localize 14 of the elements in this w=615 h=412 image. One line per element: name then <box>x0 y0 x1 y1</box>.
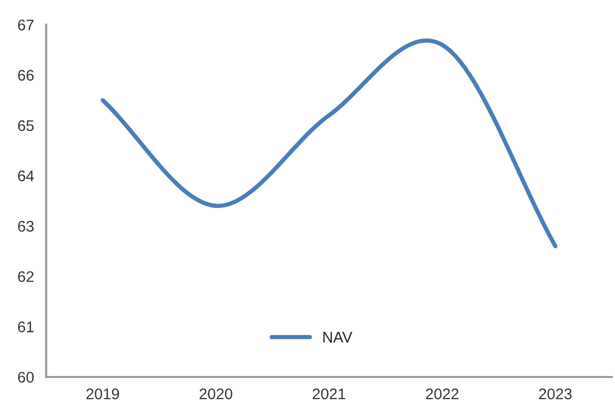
y-tick-label: 67 <box>18 20 34 30</box>
y-tick-label: 61 <box>18 322 34 332</box>
y-tick-label: 66 <box>18 70 34 81</box>
y-tick-label: 64 <box>18 170 34 182</box>
x-tick-label: 2021 <box>312 388 346 400</box>
x-tick-label: 2020 <box>200 388 232 400</box>
x-tick-label: 2019 <box>86 388 119 400</box>
y-tick-label: 60 <box>18 372 34 383</box>
x-tick-label: 2023 <box>539 388 572 400</box>
y-tick-label: 62 <box>18 271 34 282</box>
y-tick-label: 63 <box>18 220 34 232</box>
legend-label: NAV <box>323 332 352 342</box>
x-tick-label: 2022 <box>426 388 458 400</box>
y-tick-label: 65 <box>18 120 34 132</box>
